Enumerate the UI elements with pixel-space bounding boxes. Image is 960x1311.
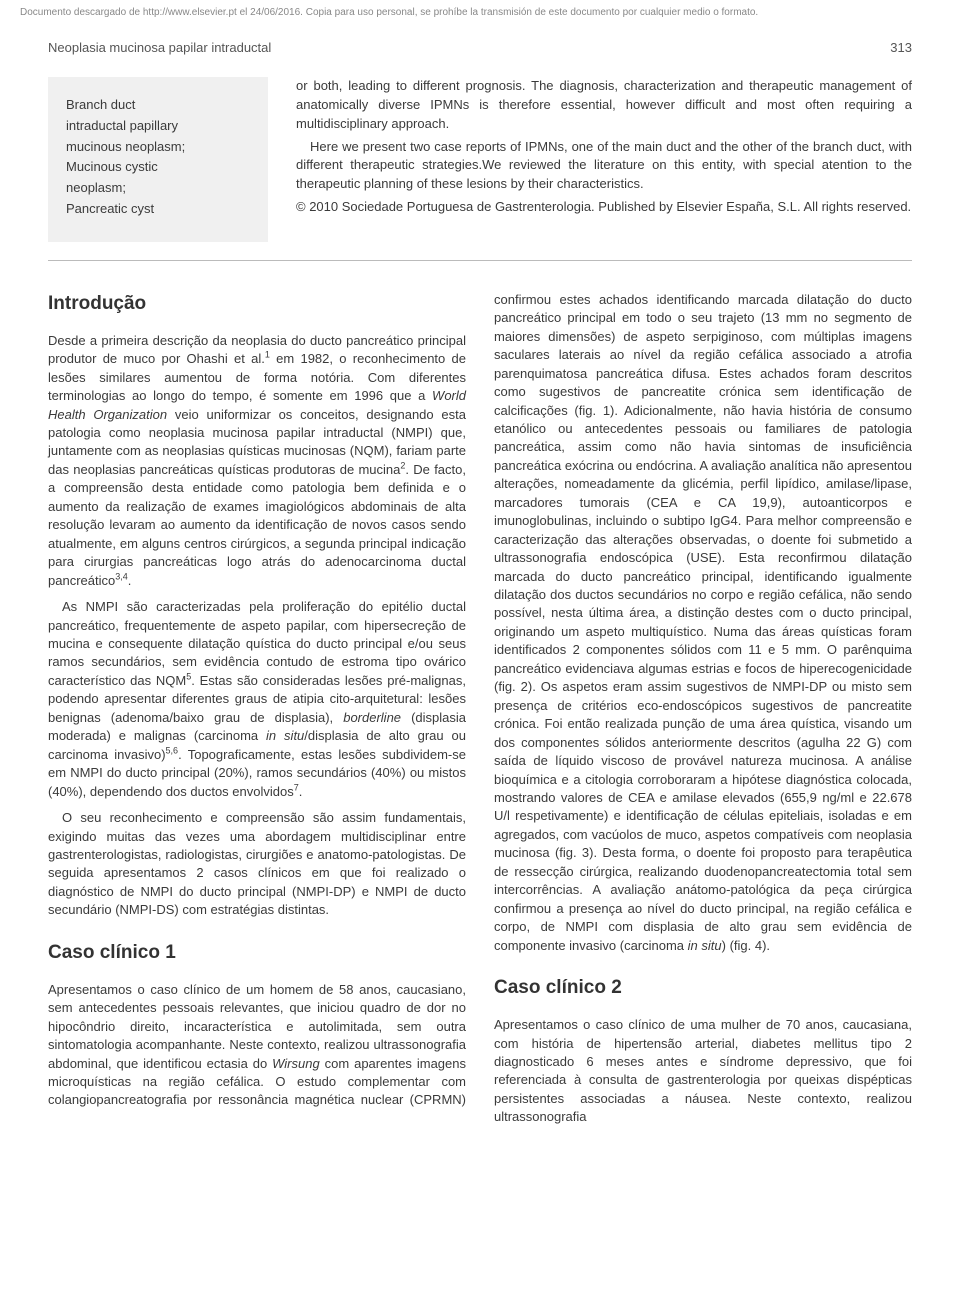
abstract-text: or both, leading to different prognosis.… xyxy=(296,77,912,242)
abstract-row: Branch duct intraductal papillary mucino… xyxy=(48,77,912,242)
keyword-line: mucinous neoplasm; xyxy=(66,137,250,158)
intro-p2: As NMPI são caracterizadas pela prolifer… xyxy=(48,598,466,801)
keywords-box: Branch duct intraductal papillary mucino… xyxy=(48,77,268,242)
heading-introducao: Introdução xyxy=(48,291,466,318)
intro-p1: Desde a primeira descrição da neoplasia … xyxy=(48,332,466,590)
abstract-p2: Here we present two case reports of IPMN… xyxy=(296,138,912,195)
keyword-line: intraductal papillary xyxy=(66,116,250,137)
running-title: Neoplasia mucinosa papilar intraductal xyxy=(48,40,271,55)
intro-p3: O seu reconhecimento e compreensão são a… xyxy=(48,809,466,920)
abstract-p1: or both, leading to different prognosis.… xyxy=(296,77,912,134)
case2-p1: Apresentamos o caso clínico de uma mulhe… xyxy=(494,1016,912,1127)
keyword-line: Mucinous cystic xyxy=(66,157,250,178)
abstract-copyright: © 2010 Sociedade Portuguesa de Gastrente… xyxy=(296,198,912,217)
heading-caso1: Caso clínico 1 xyxy=(48,940,466,967)
page-number: 313 xyxy=(890,40,912,55)
keyword-line: Branch duct xyxy=(66,95,250,116)
keyword-line: neoplasm; xyxy=(66,178,250,199)
page-header: Neoplasia mucinosa papilar intraductal 3… xyxy=(48,40,912,55)
body-columns: Introdução Desde a primeira descrição da… xyxy=(48,291,912,1127)
download-watermark: Documento descargado de http://www.elsev… xyxy=(0,0,960,30)
page-content: Neoplasia mucinosa papilar intraductal 3… xyxy=(0,30,960,1167)
heading-caso2: Caso clínico 2 xyxy=(494,975,912,1002)
keyword-line: Pancreatic cyst xyxy=(66,199,250,220)
section-divider xyxy=(48,260,912,261)
